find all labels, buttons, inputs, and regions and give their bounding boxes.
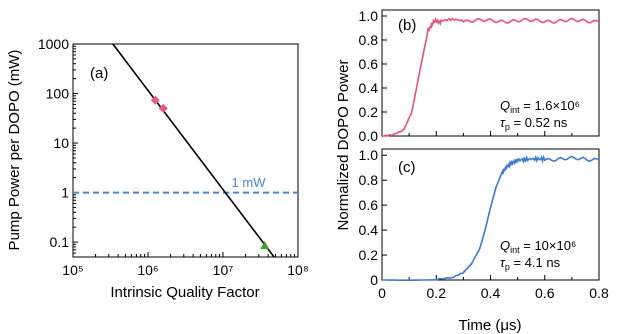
y-tick-label: 0.2: [359, 247, 379, 263]
y-tick-label: 1000: [38, 36, 69, 52]
y-tick-label: 100: [46, 86, 70, 102]
data-point-diamond: [158, 103, 168, 113]
panel-b-label: (b): [398, 17, 416, 34]
tau-subscript: p: [505, 122, 510, 132]
time-trace-line: [382, 154, 599, 282]
panel-c-trace: 0 0.2 0.4 0.6 0.8 0 0.2 0.4 0.6 0.8 1.0 (c) Qint =…: [359, 147, 609, 334]
tau-value: = 0.52 ns: [510, 115, 568, 130]
y-tick-label: 0.4: [359, 80, 379, 96]
tau-symbol: τ: [500, 255, 506, 270]
y-tick-label: 0.6: [359, 56, 379, 72]
x-tick-label: 0.6: [535, 285, 555, 301]
y-tick-label: 1: [61, 185, 69, 201]
panel-b-trace: 0.0 0.2 0.4 0.6 0.8 1.0 (b) Qint = 1.6×10⁶ τp…: [359, 8, 600, 144]
panel-a-x-axis-label: Intrinsic Quality Factor: [110, 284, 259, 301]
panel-c-series: [382, 154, 599, 282]
tau-subscript: p: [505, 262, 510, 272]
y-tick-label: 1.0: [359, 147, 379, 163]
q-value: = 10×10⁶: [520, 238, 577, 253]
x-tick-label: 0.8: [589, 285, 609, 301]
q-subscript: int: [510, 245, 520, 255]
y-tick-label: 0.1: [50, 234, 70, 250]
shared-y-axis-label: Normalized DOPO Power: [335, 60, 352, 231]
panel-b-tau-annotation: τp = 0.52 ns: [500, 115, 568, 132]
panel-a-y-axis-label: Pump Power per DOPO (mW): [6, 50, 23, 251]
time-trace-line: [381, 16, 600, 138]
panel-c-ticks: 0 0.2 0.4 0.6 0.8 0 0.2 0.4 0.6 0.8 1.0: [359, 147, 609, 301]
panel-c-q-annotation: Qint = 10×10⁶: [500, 238, 576, 255]
panel-a-ticks: 10⁵ 10⁶ 10⁷ 10⁸ 0.1 1 10 100 1000: [38, 36, 309, 278]
y-tick-label: 0.0: [359, 128, 379, 144]
panel-a-label: (a): [90, 65, 108, 82]
q-subscript: int: [510, 105, 520, 115]
x-tick-label: 10⁸: [287, 262, 309, 278]
y-tick-label: 0.6: [359, 197, 379, 213]
y-tick-label: 0.8: [359, 172, 379, 188]
panel-a-series: [73, 43, 298, 258]
x-tick-label: 10⁷: [213, 262, 234, 278]
y-tick-label: 0: [370, 272, 378, 288]
y-tick-label: 10: [53, 135, 69, 151]
panel-b-series: [381, 16, 600, 138]
panel-a-log-plot: 10⁵ 10⁶ 10⁷ 10⁸ 0.1 1 10 100 1000 (a) 1 mW Intri…: [6, 36, 309, 301]
panel-b-q-annotation: Qint = 1.6×10⁶: [500, 98, 580, 115]
panel-c-label: (c): [398, 159, 416, 176]
q-symbol: Q: [500, 98, 510, 113]
x-tick-label: 10⁶: [137, 262, 158, 278]
y-tick-label: 0.8: [359, 32, 379, 48]
y-tick-label: 1.0: [359, 8, 379, 24]
tau-value: = 4.1 ns: [510, 255, 561, 270]
x-tick-label: 0.4: [481, 285, 501, 301]
y-tick-label: 0.4: [359, 222, 379, 238]
y-tick-label: 0.2: [359, 104, 379, 120]
q-value: = 1.6×10⁶: [520, 98, 580, 113]
scaling-fit-line: [112, 43, 275, 258]
panel-c-x-axis-label: Time (μs): [458, 317, 521, 334]
panel-c-tau-annotation: τp = 4.1 ns: [500, 255, 561, 272]
tau-symbol: τ: [500, 115, 506, 130]
data-point-triangle: [260, 241, 270, 250]
panel-b-ticks: 0.0 0.2 0.4 0.6 0.8 1.0: [359, 8, 600, 144]
x-tick-label: 0: [378, 285, 386, 301]
x-tick-label: 10⁵: [62, 262, 83, 278]
x-tick-label: 0.2: [427, 285, 447, 301]
q-symbol: Q: [500, 238, 510, 253]
one-mw-annotation: 1 mW: [232, 175, 267, 190]
data-point-diamond: [150, 95, 160, 105]
